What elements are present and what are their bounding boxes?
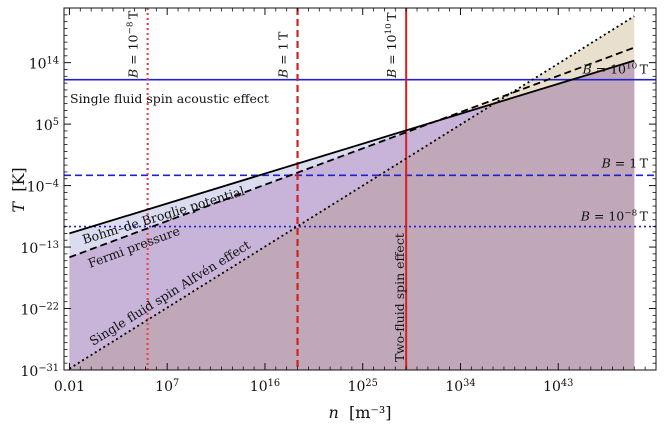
x-tick-label-4: 1034 [445, 378, 475, 396]
x-tick-label-1: 107 [155, 378, 179, 396]
annotation-two-fluid: Two-fluid spin effect [392, 233, 407, 362]
series-line-1 [69, 46, 635, 259]
series-line-0 [69, 59, 635, 235]
y-tick-label-1: 10−22 [20, 301, 59, 319]
series-line-2 [68, 15, 635, 370]
y-tick-label-0: 10−31 [20, 363, 59, 381]
hline-label-0: B = 1010 T [582, 62, 649, 77]
plot-border [63, 7, 657, 371]
data-lines [64, 8, 656, 370]
axis-ticks: 0.01 107 1016 1025 1034 1043 10−31 10−22 10−13 10… [20, 7, 657, 396]
hline-label-2: B = 10−8 T [580, 209, 649, 224]
x-axis-title: n [m⁻³] [329, 403, 392, 422]
x-tick-label-3: 1025 [348, 378, 378, 396]
plot-frame [63, 7, 657, 371]
y-tick-label-4: 105 [35, 117, 59, 135]
region-alfven [69, 60, 635, 370]
y-axis-title: T [K] [9, 167, 28, 212]
vline-label-2: B = 1010 T [384, 12, 399, 79]
x-tick-label-0: 0.01 [54, 379, 85, 395]
region-fills [69, 16, 635, 370]
x-tick-label-5: 1043 [543, 378, 573, 396]
hline-label-1: B = 1 T [601, 155, 649, 170]
y-tick-label-3: 10−4 [27, 178, 59, 196]
y-tick-label-2: 10−13 [20, 240, 59, 258]
x-tick-label-2: 1016 [250, 378, 280, 396]
y-tick-label-5: 1014 [29, 55, 59, 73]
annotation-spin-acoustic: Single fluid spin acoustic effect [70, 91, 269, 106]
vline-label-1: B = 1 T [276, 31, 291, 79]
vline-label-0: B = 10−8 T [126, 10, 141, 79]
